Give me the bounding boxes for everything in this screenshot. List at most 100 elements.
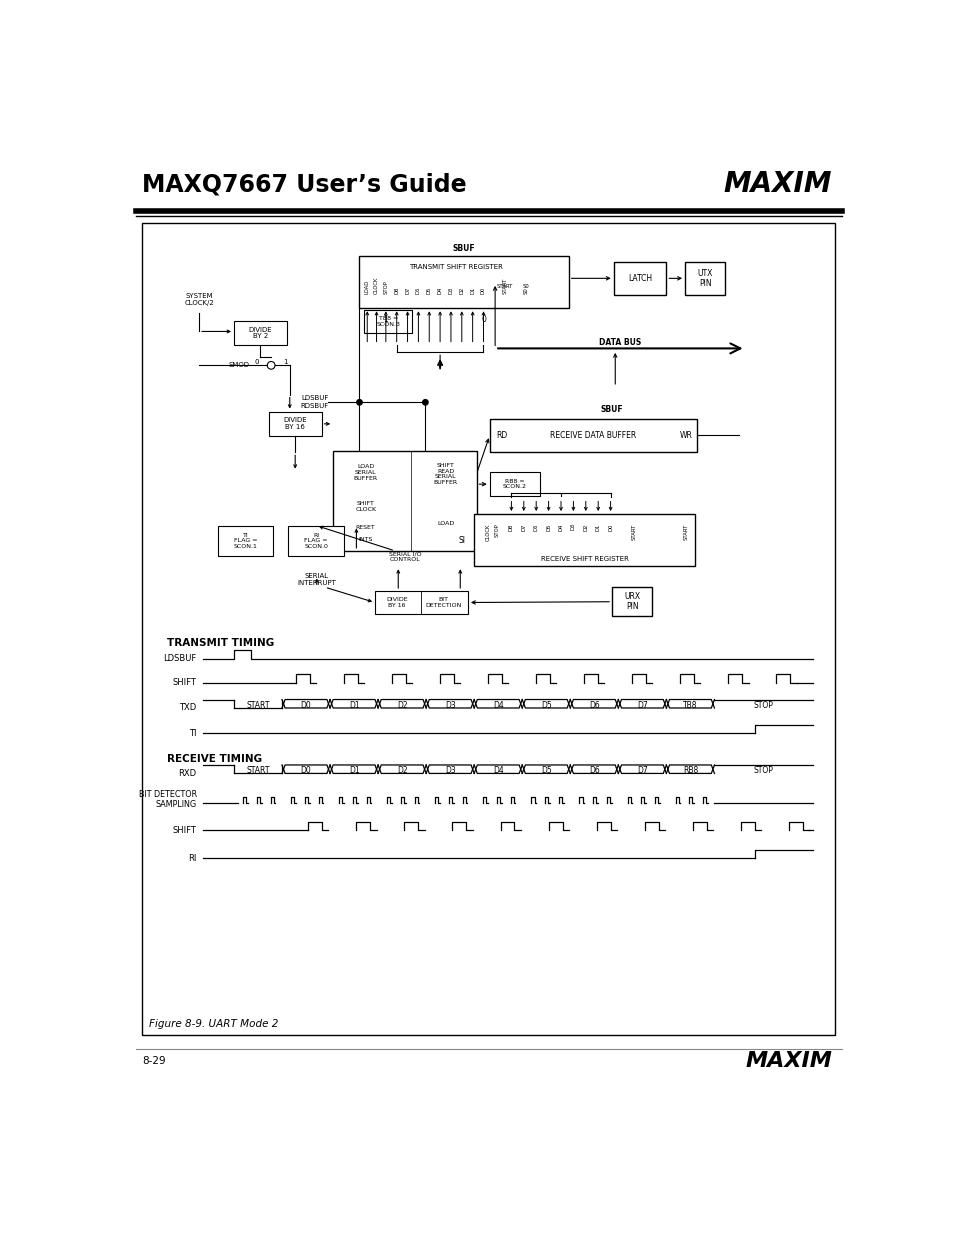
Text: RESET: RESET: [355, 525, 375, 530]
Text: D4: D4: [558, 524, 563, 531]
Text: SHIFT: SHIFT: [172, 826, 196, 835]
Bar: [364, 310, 412, 333]
Text: DATA BUS: DATA BUS: [598, 337, 640, 347]
Text: TB8 =
SCON.3: TB8 = SCON.3: [375, 316, 399, 327]
Bar: [142, 222, 835, 1035]
Text: MAXIM: MAXIM: [723, 170, 831, 199]
Text: D0: D0: [300, 766, 311, 776]
Text: START: START: [246, 766, 270, 776]
Text: D8: D8: [508, 524, 514, 531]
Text: INTS: INTS: [358, 537, 373, 542]
Bar: [684, 262, 724, 294]
Text: Figure 8-9. UART Mode 2: Figure 8-9. UART Mode 2: [149, 1019, 277, 1030]
Bar: [489, 472, 539, 496]
Text: D3: D3: [448, 288, 453, 294]
Text: RECEIVE SHIFT REGISTER: RECEIVE SHIFT REGISTER: [540, 556, 628, 562]
Text: D5: D5: [540, 700, 551, 710]
Text: 1: 1: [282, 359, 287, 366]
Text: STOP: STOP: [383, 280, 388, 294]
Text: RB8 =
SCON.2: RB8 = SCON.2: [502, 478, 526, 489]
Text: D7: D7: [637, 766, 647, 776]
Text: D0: D0: [480, 287, 485, 294]
Text: RXD: RXD: [178, 769, 196, 778]
Text: CLOCK: CLOCK: [485, 524, 490, 541]
Text: STOP: STOP: [753, 766, 773, 776]
Text: 8-29: 8-29: [142, 1056, 166, 1066]
Text: D6: D6: [533, 524, 538, 531]
Text: D7: D7: [637, 700, 647, 710]
Text: D3: D3: [570, 524, 576, 531]
Bar: [613, 262, 666, 294]
Circle shape: [356, 400, 362, 405]
Text: STOP: STOP: [495, 524, 499, 537]
Text: S0: S0: [522, 284, 529, 289]
Bar: [217, 526, 274, 556]
Bar: [474, 514, 695, 567]
Text: LOAD: LOAD: [436, 521, 454, 526]
Bar: [288, 526, 344, 556]
Text: D3: D3: [444, 766, 456, 776]
Text: SHIFT
CLOCK: SHIFT CLOCK: [355, 501, 375, 511]
Text: LDSBUF: LDSBUF: [301, 395, 328, 401]
Text: RD: RD: [496, 431, 507, 440]
Text: START: START: [502, 278, 507, 294]
Text: D7: D7: [405, 287, 410, 294]
Text: D4: D4: [493, 766, 503, 776]
Text: 1: 1: [383, 315, 388, 324]
Text: RI: RI: [188, 853, 196, 862]
Text: D1: D1: [470, 287, 475, 294]
Text: D2: D2: [458, 287, 464, 294]
Text: LDSBUF: LDSBUF: [163, 655, 196, 663]
Text: SHIFT: SHIFT: [172, 678, 196, 687]
Bar: [269, 411, 321, 436]
Text: MAXQ7667 User’s Guide: MAXQ7667 User’s Guide: [142, 173, 467, 196]
Text: START: START: [246, 700, 270, 710]
Text: D3: D3: [444, 700, 456, 710]
Text: TB8: TB8: [682, 700, 697, 710]
Text: D2: D2: [582, 524, 588, 531]
Text: TI
FLAG =
SCON.1: TI FLAG = SCON.1: [233, 532, 257, 550]
Text: SI: SI: [457, 536, 465, 545]
Text: LATCH: LATCH: [627, 274, 652, 283]
Bar: [359, 256, 568, 309]
Text: D2: D2: [396, 766, 407, 776]
Text: 0: 0: [254, 359, 259, 366]
Text: D6: D6: [588, 700, 599, 710]
Bar: [333, 451, 476, 551]
Text: LOAD: LOAD: [364, 280, 370, 294]
Text: STOP: STOP: [753, 700, 773, 710]
Circle shape: [422, 400, 428, 405]
Text: TI: TI: [189, 729, 196, 737]
Text: TXD: TXD: [179, 704, 196, 713]
Text: SERIAL
INTERRUPT: SERIAL INTERRUPT: [297, 573, 336, 585]
Text: D5: D5: [426, 287, 432, 294]
Bar: [489, 419, 697, 452]
Text: BIT DETECTOR
SAMPLING: BIT DETECTOR SAMPLING: [138, 790, 196, 809]
Text: RDSBUF: RDSBUF: [300, 403, 328, 409]
Text: DIVIDE
BY 16: DIVIDE BY 16: [385, 597, 407, 608]
Text: RECEIVE TIMING: RECEIVE TIMING: [167, 753, 262, 763]
Text: TRANSMIT TIMING: TRANSMIT TIMING: [167, 638, 274, 648]
Text: SERIAL I/O
CONTROL: SERIAL I/O CONTROL: [388, 552, 420, 562]
Text: D8: D8: [394, 287, 398, 294]
Text: D5: D5: [540, 766, 551, 776]
Text: D0: D0: [300, 700, 311, 710]
Text: D1: D1: [349, 766, 359, 776]
Text: CLOCK: CLOCK: [374, 277, 378, 294]
Text: WR: WR: [679, 431, 692, 440]
Text: BIT
DETECTION: BIT DETECTION: [425, 597, 461, 608]
Text: MAXIM: MAXIM: [744, 1051, 831, 1071]
Text: D1: D1: [595, 524, 600, 531]
Text: D4: D4: [493, 700, 503, 710]
Text: SYSTEM
CLOCK/2: SYSTEM CLOCK/2: [184, 293, 213, 305]
Text: LOAD
SERIAL
BUFFER: LOAD SERIAL BUFFER: [354, 464, 377, 480]
Bar: [375, 592, 468, 614]
Text: D6: D6: [416, 287, 420, 294]
Text: SHIFT
READ
SERIAL
BUFFER: SHIFT READ SERIAL BUFFER: [433, 463, 457, 485]
Text: DIVIDE
BY 16: DIVIDE BY 16: [283, 417, 307, 430]
Text: D1: D1: [349, 700, 359, 710]
Text: START: START: [497, 284, 513, 289]
Text: DIVIDE
BY 2: DIVIDE BY 2: [248, 326, 272, 340]
Text: START: START: [631, 524, 636, 540]
Text: RECEIVE DATA BUFFER: RECEIVE DATA BUFFER: [550, 431, 636, 440]
